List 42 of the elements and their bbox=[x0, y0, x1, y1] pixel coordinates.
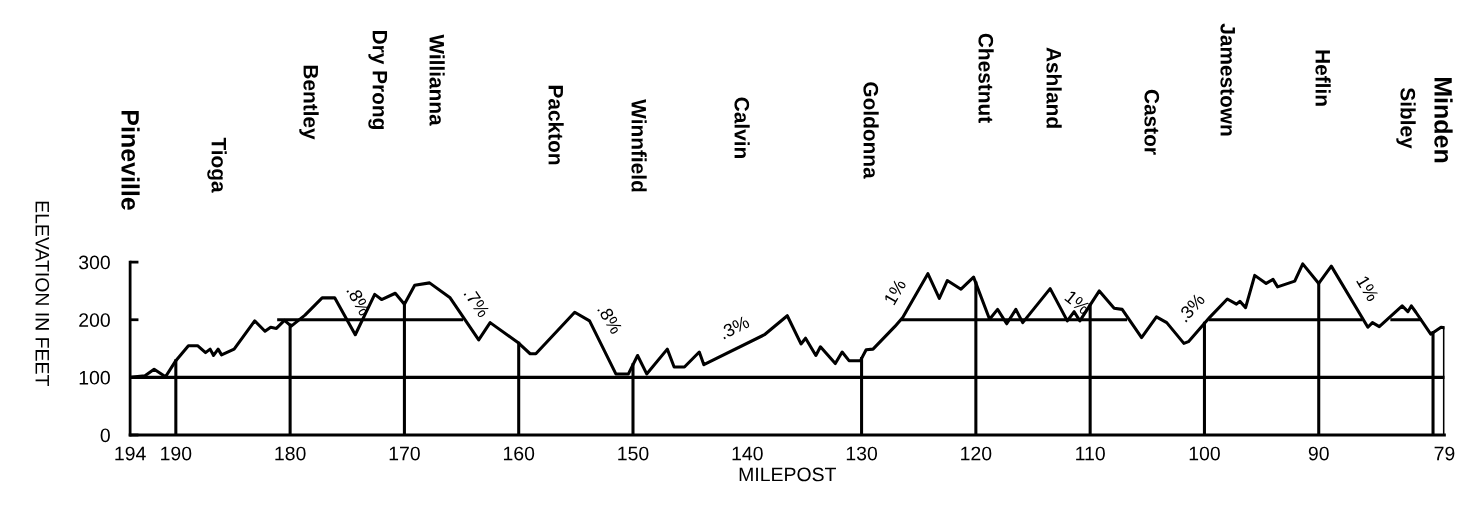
text: Winnfield bbox=[631, 99, 647, 192]
text: Jamestown bbox=[1220, 23, 1235, 136]
text: Ashland bbox=[1046, 47, 1062, 128]
x-tick-label: 190 bbox=[161, 446, 192, 461]
x-tick-label: 170 bbox=[389, 446, 420, 461]
text: Dry Prong bbox=[368, 31, 388, 129]
text: Chestnut bbox=[978, 33, 994, 123]
x-tick-label: 180 bbox=[275, 446, 306, 461]
text: Tioga bbox=[207, 137, 227, 193]
x-tick-label: 120 bbox=[961, 446, 992, 461]
text: Willianna bbox=[429, 34, 445, 126]
x-tick-label: 130 bbox=[846, 446, 878, 461]
text: Castor bbox=[1144, 89, 1160, 155]
text: Minden bbox=[1434, 77, 1453, 163]
y-axis-title: ELEVATION IN FEET bbox=[35, 201, 50, 386]
y-tick-label: 100 bbox=[79, 370, 110, 385]
text: Calvin bbox=[734, 97, 750, 158]
x-tick-label: 194 bbox=[115, 446, 146, 461]
annotation: .8% bbox=[597, 303, 623, 335]
annotation: .7% bbox=[463, 287, 491, 319]
y-tick-label: 200 bbox=[79, 313, 110, 327]
text: Bentley bbox=[299, 65, 319, 140]
annotation: .3% bbox=[718, 315, 751, 340]
x-tick-label: 79 bbox=[1434, 446, 1455, 461]
text: Packton bbox=[548, 85, 564, 165]
text: Heflin bbox=[1315, 50, 1331, 106]
x-tick-label: 110 bbox=[1076, 446, 1105, 461]
annotation: 1% bbox=[1064, 289, 1091, 315]
x-tick-label: 90 bbox=[1308, 446, 1329, 461]
text: Sibley bbox=[1396, 87, 1416, 149]
x-tick-label: 160 bbox=[503, 446, 535, 461]
y-tick-label: 0 bbox=[100, 428, 110, 443]
annotation: 1% bbox=[1356, 275, 1380, 303]
x-axis-title: MILEPOST bbox=[739, 467, 836, 482]
x-tick-label: 140 bbox=[732, 446, 763, 461]
x-tick-label: 150 bbox=[618, 446, 649, 461]
annotation: 1% bbox=[883, 278, 907, 306]
text: Pineville bbox=[121, 110, 140, 210]
text: Goldonna bbox=[863, 82, 879, 179]
annotation: .3% bbox=[1176, 292, 1206, 323]
x-tick-label: 100 bbox=[1189, 446, 1220, 461]
y-tick-label: 300 bbox=[78, 255, 110, 270]
